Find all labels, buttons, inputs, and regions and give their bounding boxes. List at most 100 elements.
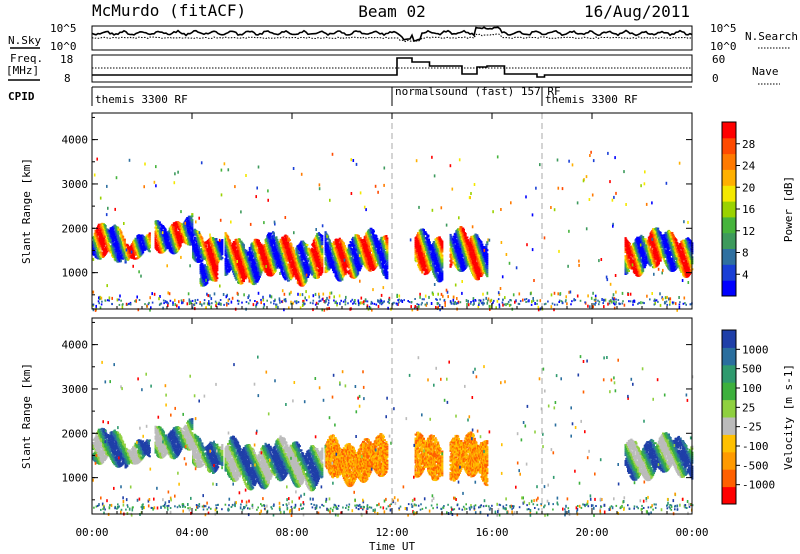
echo-cell <box>117 226 120 229</box>
echo-cell <box>282 248 285 251</box>
echo-cell <box>96 231 99 233</box>
echo-cell <box>161 229 164 232</box>
echo-cell <box>99 257 102 260</box>
echo-cell <box>191 219 194 222</box>
echo-cell <box>263 261 266 264</box>
echo-cell <box>101 234 104 237</box>
echo-cell <box>240 270 243 273</box>
echo-cell <box>172 240 175 243</box>
cpid-segment-1: normalsound (fast) 157 RF <box>395 85 561 98</box>
echo-cell <box>326 270 329 273</box>
echo-cell <box>256 244 259 247</box>
echo-cell <box>292 251 295 254</box>
echo-cell <box>325 262 328 265</box>
echo-cell <box>269 260 272 263</box>
echo-cell <box>305 245 308 248</box>
echo-cell <box>209 254 212 257</box>
echo-cell <box>272 262 275 265</box>
echo-cell <box>145 245 148 248</box>
echo-cell <box>360 265 363 268</box>
echo-cell <box>137 234 140 237</box>
echo-cell <box>417 248 420 250</box>
echo-cell <box>285 261 288 264</box>
echo-cell <box>251 250 254 253</box>
echo-cell <box>118 228 121 231</box>
echo-cell <box>310 262 313 265</box>
echo-cell <box>204 243 207 246</box>
echo-cell <box>220 254 223 257</box>
echo-cell <box>358 269 361 272</box>
echo-cell <box>113 252 116 255</box>
echo-cell <box>97 247 100 250</box>
echo-cell <box>321 235 324 238</box>
echo-cell <box>183 225 186 228</box>
echo-cell <box>211 275 214 277</box>
echo-cell <box>292 254 295 257</box>
echo-cell <box>112 230 115 233</box>
echo-cell <box>276 244 279 247</box>
echo-cell <box>235 256 238 259</box>
echo-cell <box>157 244 160 247</box>
echo-cell <box>94 241 97 244</box>
echo-cell <box>348 255 351 258</box>
echo-cell <box>211 243 214 246</box>
echo-cell <box>225 251 228 254</box>
echo-cell <box>276 238 279 241</box>
echo-cell <box>98 249 101 252</box>
echo-cell <box>337 259 340 262</box>
echo-cell <box>207 278 210 281</box>
echo-cell <box>129 252 132 254</box>
echo-cell <box>335 262 338 265</box>
echo-cell <box>331 254 334 257</box>
echo-cell <box>267 251 270 254</box>
echo-cell <box>383 241 386 244</box>
echo-cell <box>254 238 257 241</box>
echo-cell <box>197 246 200 249</box>
echo-cell <box>344 267 347 270</box>
echo-cell <box>297 252 300 255</box>
echo-cell <box>277 254 280 257</box>
echo-cell <box>266 243 269 246</box>
echo-cell <box>237 239 240 242</box>
echo-cell <box>422 256 425 259</box>
echo-cell <box>127 257 130 260</box>
echo-cell <box>303 282 306 285</box>
echo-cell <box>321 237 324 240</box>
echo-cell <box>357 235 360 238</box>
echo-cell <box>415 258 418 261</box>
echo-cell <box>277 241 280 244</box>
echo-cell <box>258 241 261 244</box>
echo-cell <box>228 239 231 242</box>
echo-cell <box>287 247 290 250</box>
echo-cell <box>386 241 389 244</box>
echo-cell <box>202 280 205 283</box>
echo-cell <box>200 254 203 256</box>
echo-cell <box>382 250 385 253</box>
echo-cell <box>305 255 308 258</box>
echo-cell <box>117 242 120 245</box>
echo-cell <box>104 227 107 229</box>
echo-cell <box>367 245 370 248</box>
echo-cell <box>115 252 118 254</box>
echo-cell <box>321 255 324 257</box>
echo-cell <box>352 254 355 257</box>
echo-cell <box>372 233 375 235</box>
echo-cell <box>328 267 331 270</box>
echo-cell <box>127 244 130 247</box>
echo-cell <box>314 270 317 273</box>
echo-cell <box>257 279 260 282</box>
echo-cell <box>324 253 327 256</box>
echo-cell <box>386 253 389 256</box>
echo-cell <box>106 250 109 253</box>
echo-cell <box>316 235 319 237</box>
echo-cell <box>358 257 361 260</box>
echo-cell <box>272 258 275 261</box>
echo-cell <box>118 258 121 261</box>
echo-cell <box>386 249 389 252</box>
echo-cell <box>155 242 158 244</box>
echo-cell <box>324 261 327 264</box>
echo-cell <box>157 236 160 239</box>
echo-cell <box>321 239 324 242</box>
echo-cell <box>97 227 100 230</box>
